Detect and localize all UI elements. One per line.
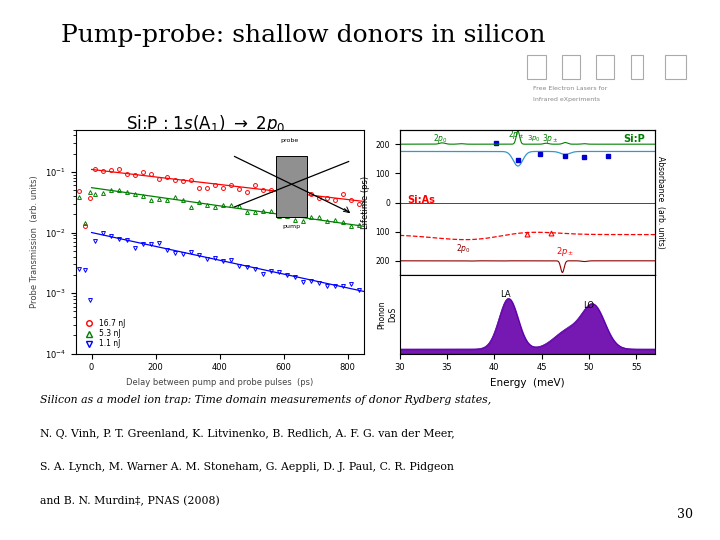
Text: LA: LA: [500, 289, 511, 299]
Y-axis label: Lifetime (ps): Lifetime (ps): [361, 176, 370, 229]
X-axis label: Energy  (meV): Energy (meV): [490, 378, 564, 388]
Y-axis label: Absorbance  (arb. units): Absorbance (arb. units): [656, 156, 665, 249]
Y-axis label: Probe Transmission  (arb. units): Probe Transmission (arb. units): [30, 176, 40, 308]
Text: Silicon as a model ion trap: Time domain measurements of donor Rydberg states,: Silicon as a model ion trap: Time domain…: [40, 395, 491, 406]
Text: $2p_\pm$: $2p_\pm$: [508, 128, 525, 141]
Text: Si:As: Si:As: [408, 195, 435, 205]
Text: F: F: [529, 57, 544, 77]
Text: Si:P : $1s$(A$_1$) $\rightarrow$ $2p_0$: Si:P : $1s$(A$_1$) $\rightarrow$ $2p_0$: [126, 113, 285, 136]
Text: $2p_0$: $2p_0$: [456, 241, 471, 255]
Text: LO: LO: [583, 301, 595, 309]
Text: E: E: [564, 57, 578, 77]
Text: Si:P: Si:P: [624, 134, 645, 144]
Text: N. Q. Vinh, P. T. Greenland, K. Litvinenko, B. Redlich, A. F. G. van der Meer,: N. Q. Vinh, P. T. Greenland, K. Litvinen…: [40, 429, 454, 439]
Text: S. A. Lynch, M. Warner A. M. Stoneham, G. Aeppli, D. J. Paul, C. R. Pidgeon: S. A. Lynch, M. Warner A. M. Stoneham, G…: [40, 462, 454, 472]
Text: 30: 30: [677, 508, 693, 521]
Text: Free Electron Lasers for: Free Electron Lasers for: [533, 86, 607, 91]
Text: $3p_0$: $3p_0$: [527, 134, 541, 145]
Y-axis label: Phonon
DoS: Phonon DoS: [377, 300, 397, 329]
Text: X: X: [667, 57, 683, 77]
Text: Infrared eXperiments: Infrared eXperiments: [533, 97, 600, 102]
Text: $3p_\pm$: $3p_\pm$: [541, 132, 558, 145]
Text: $2p_0$: $2p_0$: [433, 132, 448, 145]
Text: I: I: [633, 57, 641, 77]
Legend: 16.7 nJ, 5.3 nJ, 1.1 nJ: 16.7 nJ, 5.3 nJ, 1.1 nJ: [79, 318, 127, 350]
Text: Pump-probe: shallow donors in silicon: Pump-probe: shallow donors in silicon: [61, 24, 546, 48]
X-axis label: Delay between pump and probe pulses  (ps): Delay between pump and probe pulses (ps): [126, 378, 313, 387]
Text: $2p_\pm$: $2p_\pm$: [556, 245, 574, 258]
Text: and B. N. Murdin‡, PNAS (2008): and B. N. Murdin‡, PNAS (2008): [40, 496, 220, 506]
Text: L: L: [598, 57, 611, 77]
